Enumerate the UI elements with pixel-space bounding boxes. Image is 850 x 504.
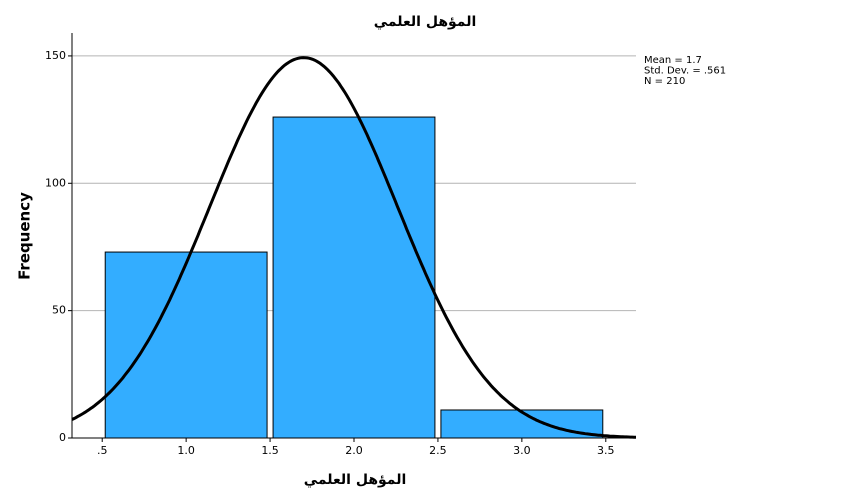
x-tick-label: .5 <box>97 444 108 457</box>
x-tick-label: 3.5 <box>597 444 615 457</box>
x-tick-label: 2.0 <box>345 444 363 457</box>
stat-label: Mean = 1.7 <box>644 55 702 66</box>
x-tick-label: 1.0 <box>177 444 195 457</box>
y-tick-label: 50 <box>52 304 66 317</box>
y-axis-label: Frequency <box>16 192 34 280</box>
bar <box>272 116 436 439</box>
x-axis-label: المؤهل العلمي <box>304 472 407 488</box>
x-tick-label: 1.5 <box>261 444 279 457</box>
stat-label: N = 210 <box>644 76 685 87</box>
y-tick-label: 100 <box>45 176 66 189</box>
x-tick-label: 3.0 <box>513 444 531 457</box>
stat-label: Std. Dev. = .561 <box>644 66 726 77</box>
y-tick-label: 0 <box>59 431 66 444</box>
normal-curve <box>71 56 636 439</box>
y-tick-label: 150 <box>45 49 66 62</box>
bar <box>104 251 268 439</box>
chart-title: المؤهل العلمي <box>374 14 477 30</box>
x-tick-label: 2.5 <box>429 444 447 457</box>
